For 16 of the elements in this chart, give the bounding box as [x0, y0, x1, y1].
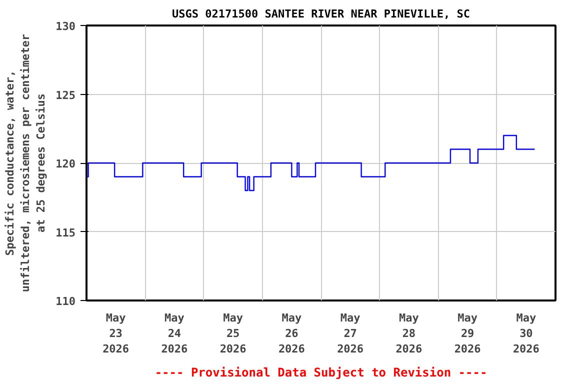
text: ---- Provisional Data Subject to Revision ----	[154, 366, 488, 380]
x-tick-label: May 29 2026	[454, 312, 482, 356]
chart-title: USGS 02171500 SANTEE RIVER NEAR PINEVILLE, SC	[172, 8, 470, 20]
x-tick-label: May 25 2026	[220, 312, 247, 356]
y-tick-label: 110	[56, 295, 76, 308]
y-tick-label: 125	[56, 88, 76, 102]
x-tick-label: May 27 2026	[337, 312, 364, 356]
y-tick-label: 120	[56, 158, 76, 170]
x-tick-label: May 30 2026	[512, 312, 540, 356]
y-tick-label: 115	[56, 226, 76, 240]
y-axis-title: Specific conductance, water, unfiltered, microsiemens per centimeter at 25 degrees Celsius	[3, 33, 48, 292]
x-tick-label: May 24 2026	[161, 312, 188, 356]
y-tick-label: 130	[56, 20, 76, 33]
x-tick-label: May 23 2026	[102, 312, 130, 356]
x-tick-label: May 28 2026	[396, 312, 423, 356]
x-tick-label: May 26 2026	[278, 312, 306, 356]
